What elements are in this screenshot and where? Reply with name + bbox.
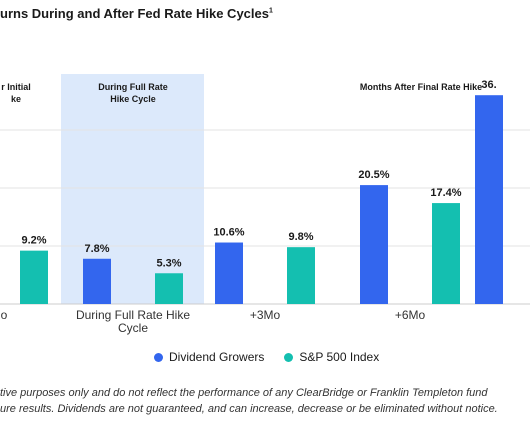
data-label-dividend-4: 36. <box>481 79 496 91</box>
x-tick-label-1-line-1: During Full Rate Hike <box>76 308 190 322</box>
legend-swatch-sp500 <box>284 352 294 362</box>
bar-chart: r Initial ke During Full Rate Hike Cycle Mon… <box>0 74 530 335</box>
bar-sp500-2 <box>287 247 315 304</box>
section-label-2-line-2: Hike Cycle <box>110 94 156 104</box>
data-label-sp500-3: 17.4% <box>430 187 461 199</box>
bar-dividend-4 <box>475 95 503 304</box>
data-label-dividend-3: 20.5% <box>358 169 389 181</box>
section-label-1-line-2: ke <box>11 94 21 104</box>
x-tick-label-0-line-1: o <box>1 308 8 322</box>
data-label-sp500-1: 5.3% <box>156 257 181 269</box>
footnote-line-1: tive purposes only and do not reflect th… <box>0 387 488 399</box>
bar-sp500-1 <box>155 273 183 304</box>
x-tick-label-2-line-1: +3Mo <box>250 308 281 322</box>
section-label-2-line-1: During Full Rate <box>98 82 168 92</box>
data-label-sp500-0: 9.2% <box>21 235 46 247</box>
legend-label-sp500: S&P 500 Index <box>299 350 380 364</box>
footnote-line-2: ure results. Dividends are not guarantee… <box>0 403 498 415</box>
legend: Dividend Growers S&P 500 Index <box>154 350 379 364</box>
section-label-3-line-1: Months After Final Rate Hike <box>360 82 482 92</box>
legend-item-sp500: S&P 500 Index <box>284 350 379 364</box>
bar-dividend-3 <box>360 185 388 304</box>
section-label-1-line-1: r Initial <box>1 82 31 92</box>
during-cycle-highlight <box>61 74 204 304</box>
legend-item-dividend-growers: Dividend Growers <box>154 350 264 364</box>
legend-swatch-dividend-growers <box>154 352 163 362</box>
bar-dividend-1 <box>83 258 111 304</box>
x-tick-label-1-line-2: Cycle <box>118 321 148 335</box>
chart-title: urns During and After Fed Rate Hike Cycl… <box>0 6 273 21</box>
data-label-dividend-2: 10.6% <box>213 227 244 239</box>
bar-sp500-3 <box>432 203 460 304</box>
data-label-dividend-1: 7.8% <box>84 243 109 255</box>
data-label-sp500-2: 9.8% <box>288 231 313 243</box>
bar-sp500-0 <box>20 250 48 304</box>
legend-label-dividend-growers: Dividend Growers <box>169 350 265 364</box>
x-tick-label-3-line-1: +6Mo <box>395 308 426 322</box>
bar-dividend-2 <box>215 242 243 304</box>
